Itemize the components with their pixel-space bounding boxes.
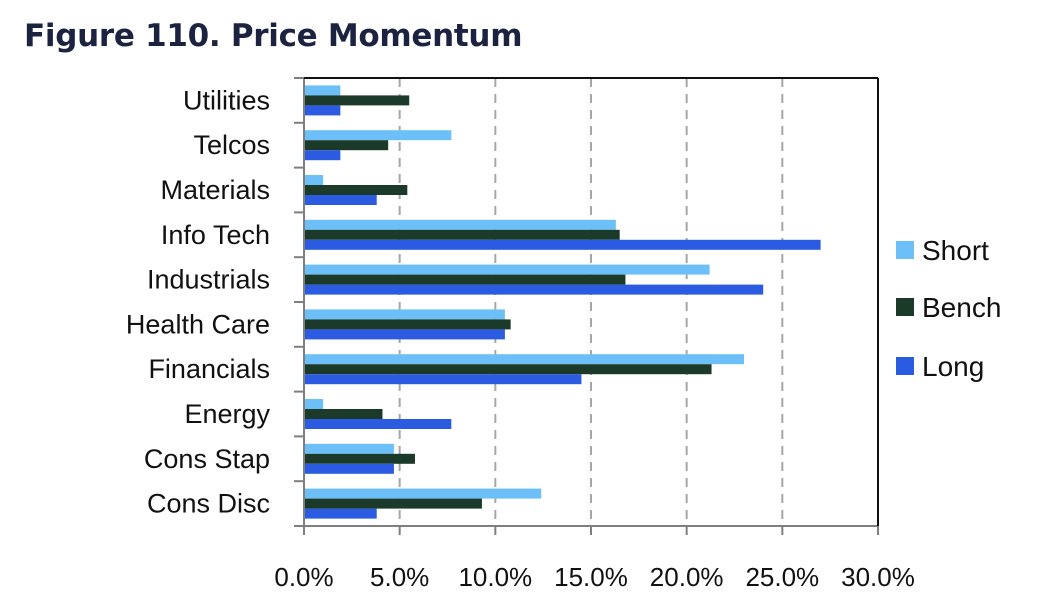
category-label: Industrials — [147, 265, 270, 295]
x-tick-label: 0.0% — [274, 562, 333, 592]
category-label: Utilities — [183, 85, 270, 115]
legend: Short Bench Long — [896, 235, 1001, 382]
category-label: Energy — [184, 399, 270, 429]
legend-label-long: Long — [922, 351, 984, 382]
x-tick-label: 5.0% — [370, 562, 429, 592]
bar-bench — [304, 95, 410, 106]
bar-long — [304, 463, 394, 474]
bar-bench — [304, 229, 620, 240]
bar-short — [304, 85, 341, 96]
x-tick-label: 10.0% — [458, 562, 532, 592]
bar-long — [304, 239, 821, 250]
category-label: Cons Disc — [147, 489, 270, 519]
category-label: Financials — [148, 354, 270, 384]
legend-label-bench: Bench — [922, 292, 1001, 323]
bar-bench — [304, 319, 511, 330]
bar-bench — [304, 274, 626, 285]
category-label: Info Tech — [161, 220, 270, 250]
bar-long — [304, 329, 505, 340]
bar-long — [304, 508, 377, 519]
bar-short — [304, 264, 710, 275]
bar-short — [304, 488, 542, 499]
bar-bench — [304, 140, 389, 151]
bar-short — [304, 175, 324, 185]
bar-bench — [304, 409, 383, 419]
x-tick-label: 20.0% — [650, 562, 724, 592]
bar-bench — [304, 185, 408, 195]
bar-long — [304, 105, 341, 116]
bar-short — [304, 309, 505, 320]
legend-swatch-bench — [896, 298, 914, 316]
bar-long — [304, 374, 582, 385]
bars — [304, 85, 821, 519]
bar-short — [304, 219, 616, 230]
bar-short — [304, 130, 452, 141]
bar-long — [304, 419, 452, 429]
category-label: Materials — [160, 175, 270, 205]
bar-short — [304, 443, 394, 454]
legend-swatch-long — [896, 357, 914, 375]
axes — [294, 77, 879, 535]
category-label: Cons Stap — [144, 444, 270, 474]
bar-short — [304, 354, 745, 365]
category-label: Telcos — [193, 130, 270, 160]
bar-bench — [304, 453, 415, 464]
category-labels: Utilities Telcos Materials Info Tech Industr… — [126, 85, 271, 518]
x-tick-label: 15.0% — [554, 562, 628, 592]
gridlines — [398, 78, 784, 526]
bar-long — [304, 150, 341, 161]
category-label: Health Care — [126, 309, 270, 339]
bar-bench — [304, 364, 712, 375]
x-tick-label: 25.0% — [745, 562, 819, 592]
chart-title: Figure 110. Price Momentum — [24, 18, 523, 54]
bar-short — [304, 399, 324, 409]
legend-label-short: Short — [922, 235, 989, 266]
x-tick-label: 30.0% — [841, 562, 915, 592]
bar-long — [304, 284, 764, 295]
bar-long — [304, 195, 377, 205]
legend-swatch-short — [896, 241, 914, 259]
x-tick-labels: 0.0% 5.0% 10.0% 15.0% 20.0% 25.0% 30.0% — [274, 562, 915, 592]
bar-bench — [304, 498, 482, 509]
